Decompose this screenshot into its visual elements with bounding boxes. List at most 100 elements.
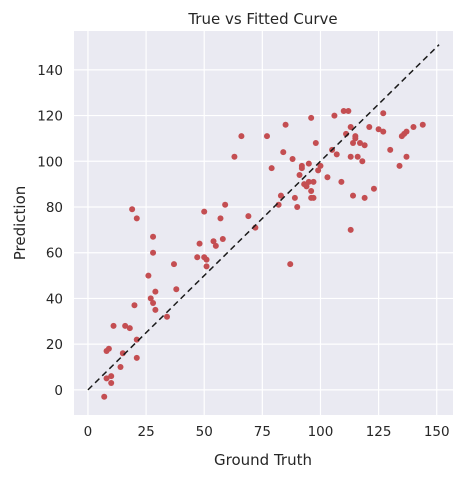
data-point	[419, 121, 426, 128]
data-point	[370, 185, 377, 192]
x-tick-label: 25	[137, 424, 154, 440]
data-point	[333, 151, 340, 158]
data-point	[282, 121, 289, 128]
data-point	[331, 112, 338, 119]
data-point	[296, 172, 303, 178]
data-point	[105, 345, 112, 352]
x-tick-label: 50	[196, 424, 213, 440]
data-point	[366, 124, 373, 130]
data-point	[101, 393, 108, 400]
data-point	[387, 146, 394, 153]
data-point	[280, 149, 287, 156]
data-point	[133, 215, 140, 222]
data-point	[396, 162, 403, 169]
grid	[74, 31, 453, 415]
data-point	[345, 108, 352, 114]
data-point	[303, 183, 310, 190]
reference-line	[87, 44, 440, 391]
y-tick-label: 80	[46, 200, 63, 216]
y-tick-label: 40	[46, 291, 63, 307]
data-point	[268, 165, 275, 172]
data-point	[210, 238, 217, 245]
data-point	[361, 194, 368, 201]
x-tick-label: 150	[424, 424, 450, 440]
data-point	[305, 160, 312, 167]
data-point	[231, 153, 238, 160]
plot-background	[74, 31, 453, 415]
y-tick-label: 20	[46, 337, 63, 353]
data-point	[350, 140, 357, 146]
data-point	[173, 286, 180, 293]
x-tick-label: 75	[254, 424, 271, 440]
data-point	[150, 300, 157, 306]
data-point	[317, 162, 324, 169]
data-point	[310, 178, 317, 185]
x-tick-label: 0	[84, 424, 93, 440]
data-point	[212, 242, 219, 249]
data-point	[145, 272, 152, 279]
data-point	[294, 204, 301, 210]
data-point	[380, 128, 387, 135]
y-tick-label: 140	[37, 63, 63, 79]
data-point	[410, 124, 417, 130]
data-point	[305, 178, 312, 185]
data-point	[338, 178, 345, 185]
y-tick-label: 100	[37, 154, 63, 170]
data-point	[245, 213, 252, 220]
data-point	[203, 263, 210, 270]
data-point	[350, 192, 357, 199]
data-point	[219, 236, 226, 242]
y-tick-label: 120	[37, 109, 63, 125]
data-point	[164, 313, 171, 320]
data-point	[277, 192, 284, 199]
data-points	[101, 108, 426, 400]
x-tick-label: 100	[308, 424, 334, 440]
data-point	[170, 261, 177, 268]
x-ticks: 0 25 50 75 100 125 150	[84, 424, 450, 440]
data-point	[152, 306, 159, 313]
data-point	[129, 206, 136, 213]
data-point	[340, 108, 347, 114]
data-point	[289, 156, 296, 162]
data-point	[108, 380, 115, 386]
y-axis-label: Prediction	[11, 186, 29, 261]
data-point	[347, 124, 354, 130]
chart-title: True vs Fitted Curve	[187, 10, 337, 28]
data-point	[380, 110, 387, 117]
data-point	[347, 226, 354, 233]
data-point	[117, 364, 124, 370]
data-point	[310, 194, 317, 201]
data-point	[375, 126, 382, 133]
data-point	[222, 201, 229, 208]
x-axis-label: Ground Truth	[214, 451, 312, 469]
data-point	[263, 133, 270, 140]
data-point	[131, 302, 138, 309]
data-point	[308, 114, 315, 121]
data-point	[403, 128, 410, 135]
data-point	[150, 249, 157, 256]
data-point	[108, 373, 115, 380]
data-point	[291, 194, 298, 201]
data-point	[201, 208, 208, 215]
data-point	[298, 162, 305, 169]
data-point	[150, 233, 157, 240]
data-point	[356, 140, 363, 146]
data-point	[361, 142, 368, 149]
data-point	[203, 256, 210, 263]
data-point	[354, 153, 361, 160]
y-tick-label: 0	[54, 383, 63, 399]
data-point	[352, 135, 359, 142]
data-point	[217, 215, 224, 222]
data-point	[152, 288, 159, 295]
y-tick-label: 60	[46, 246, 63, 262]
data-point	[133, 354, 140, 361]
data-point	[359, 158, 366, 165]
data-point	[324, 174, 331, 181]
data-point	[308, 188, 315, 194]
data-point	[147, 295, 154, 302]
data-point	[347, 153, 354, 160]
data-point	[126, 325, 133, 332]
x-tick-label: 125	[366, 424, 392, 440]
data-point	[315, 167, 322, 174]
